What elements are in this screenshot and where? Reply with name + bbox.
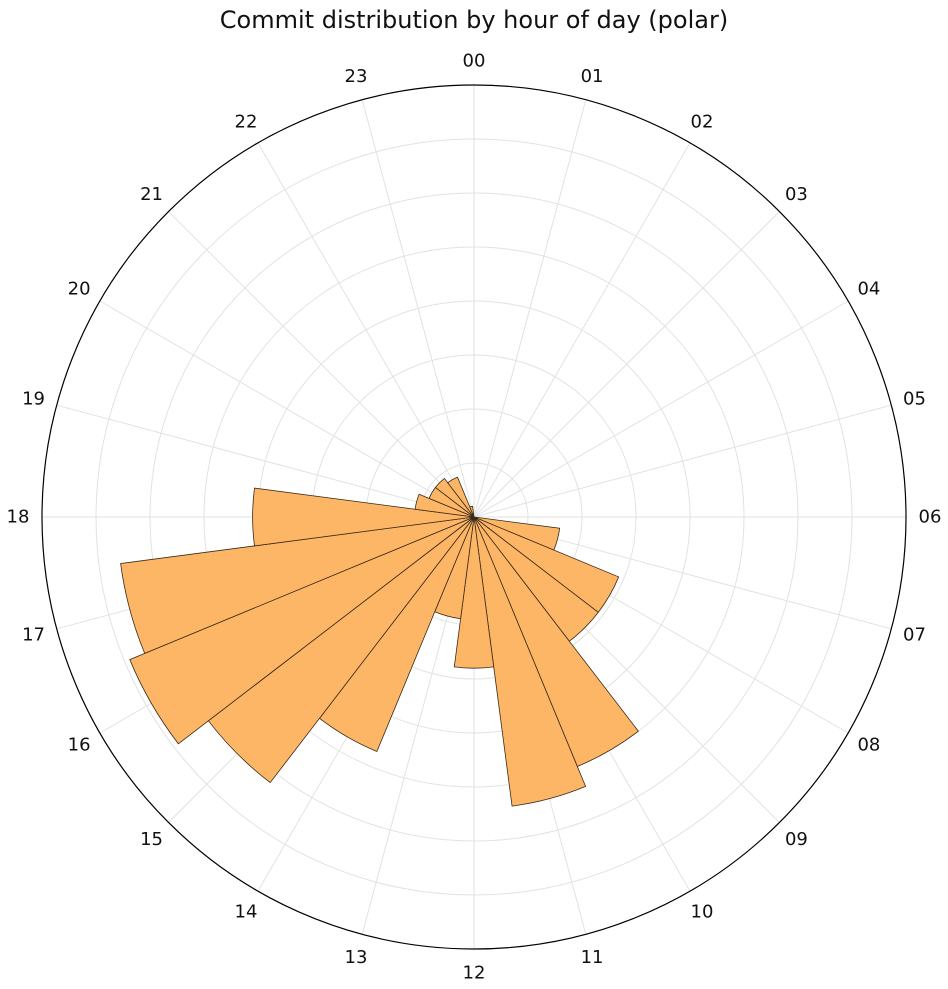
grid-spoke xyxy=(99,300,475,518)
hour-label-01: 01 xyxy=(581,66,604,87)
hour-label-06: 06 xyxy=(919,507,942,528)
hour-label-13: 13 xyxy=(345,947,368,968)
bar-hour-23 xyxy=(469,505,475,518)
outer-ring xyxy=(41,84,907,950)
hour-label-09: 09 xyxy=(785,829,808,850)
grid-spoke xyxy=(168,211,475,518)
bars-layer xyxy=(120,476,639,807)
hour-label-18: 18 xyxy=(7,507,30,528)
hour-label-04: 04 xyxy=(857,279,880,300)
hour-label-03: 03 xyxy=(785,184,808,205)
hour-label-20: 20 xyxy=(68,279,91,300)
hour-label-12: 12 xyxy=(463,963,486,984)
bar-hour-11 xyxy=(473,516,587,807)
hour-label-21: 21 xyxy=(140,184,163,205)
grid-spoke xyxy=(473,142,691,518)
hour-label-17: 17 xyxy=(22,625,45,646)
hour-label-07: 07 xyxy=(903,625,926,646)
hour-labels: 00 01 02 03 04 05 06 07 08 09 10 11 12 13 14 15 16 17 18 19… xyxy=(7,51,942,984)
hour-label-19: 19 xyxy=(22,388,45,409)
hour-label-16: 16 xyxy=(68,735,91,756)
hour-label-08: 08 xyxy=(857,735,880,756)
grid-spoke xyxy=(361,99,475,518)
bar-hour-12 xyxy=(453,516,495,669)
hour-label-23: 23 xyxy=(345,66,368,87)
hour-label-05: 05 xyxy=(903,388,926,409)
hour-label-00: 00 xyxy=(463,51,486,72)
hour-label-14: 14 xyxy=(235,901,258,922)
hour-label-22: 22 xyxy=(235,112,258,133)
bar-hour-22 xyxy=(447,476,475,518)
grid-spoke xyxy=(473,211,780,518)
bar-hour-16 xyxy=(129,516,475,745)
hour-label-02: 02 xyxy=(691,112,714,133)
grid-spoke xyxy=(257,142,475,518)
hour-label-10: 10 xyxy=(691,901,714,922)
chart-title: Commit distribution by hour of day (pola… xyxy=(219,6,729,34)
hour-label-15: 15 xyxy=(140,829,163,850)
bar-hour-21 xyxy=(434,477,475,518)
bar-hour-18 xyxy=(252,487,475,547)
grid-spoke xyxy=(56,404,475,518)
grid-spoke xyxy=(473,404,892,518)
grid-spoke xyxy=(473,99,587,518)
grid-spoke xyxy=(473,300,849,518)
hour-label-11: 11 xyxy=(581,947,604,968)
bar-hour-17 xyxy=(120,516,475,654)
